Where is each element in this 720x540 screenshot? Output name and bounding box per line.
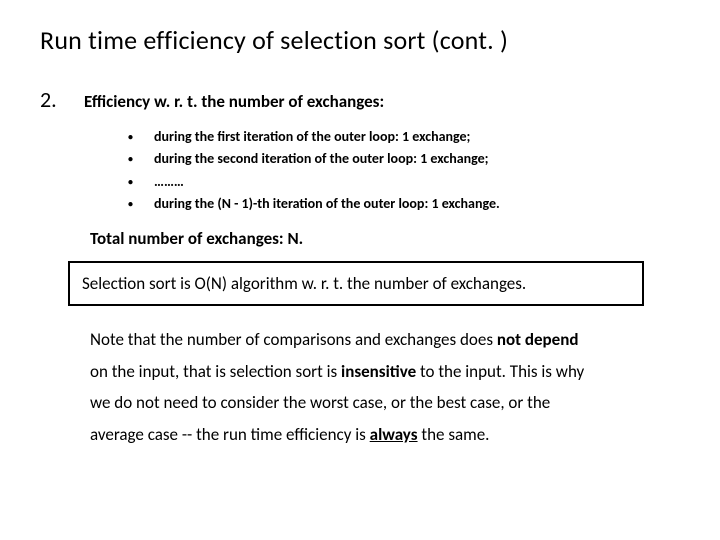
highlight-box: Selection sort is O(N) algorithm w. r. t… (68, 261, 644, 306)
note-paragraph: Note that the number of comparisons and … (90, 324, 636, 450)
note-text: average case -- the run time efficiency … (90, 424, 370, 445)
note-bold: insensitive (341, 361, 416, 382)
section-subheading: Efficiency w. r. t. the number of exchan… (84, 91, 384, 112)
slide-title: Run time efficiency of selection sort (c… (40, 24, 680, 56)
list-item: during the second iteration of the outer… (128, 149, 680, 169)
total-line: Total number of exchanges: N. (90, 228, 680, 249)
note-bold: not depend (497, 329, 579, 350)
list-item: during the first iteration of the outer … (128, 127, 680, 147)
list-item: ……… (128, 172, 680, 192)
slide: Run time efficiency of selection sort (c… (0, 0, 720, 540)
note-text: on the input, that is selection sort is (90, 361, 341, 382)
note-text: Note that the number of comparisons and … (90, 329, 497, 350)
list-item: during the (N - 1)-th iteration of the o… (128, 194, 680, 214)
note-text: we do not need to consider the worst cas… (90, 392, 550, 413)
note-bold-underline: always (370, 424, 418, 445)
section-number: 2. (40, 86, 84, 113)
bullet-list: during the first iteration of the outer … (128, 127, 680, 214)
note-text: to the input. This is why (416, 361, 584, 382)
note-text: the same. (418, 424, 490, 445)
section-row: 2. Efficiency w. r. t. the number of exc… (40, 86, 680, 113)
highlight-text: Selection sort is O(N) algorithm w. r. t… (82, 273, 526, 294)
